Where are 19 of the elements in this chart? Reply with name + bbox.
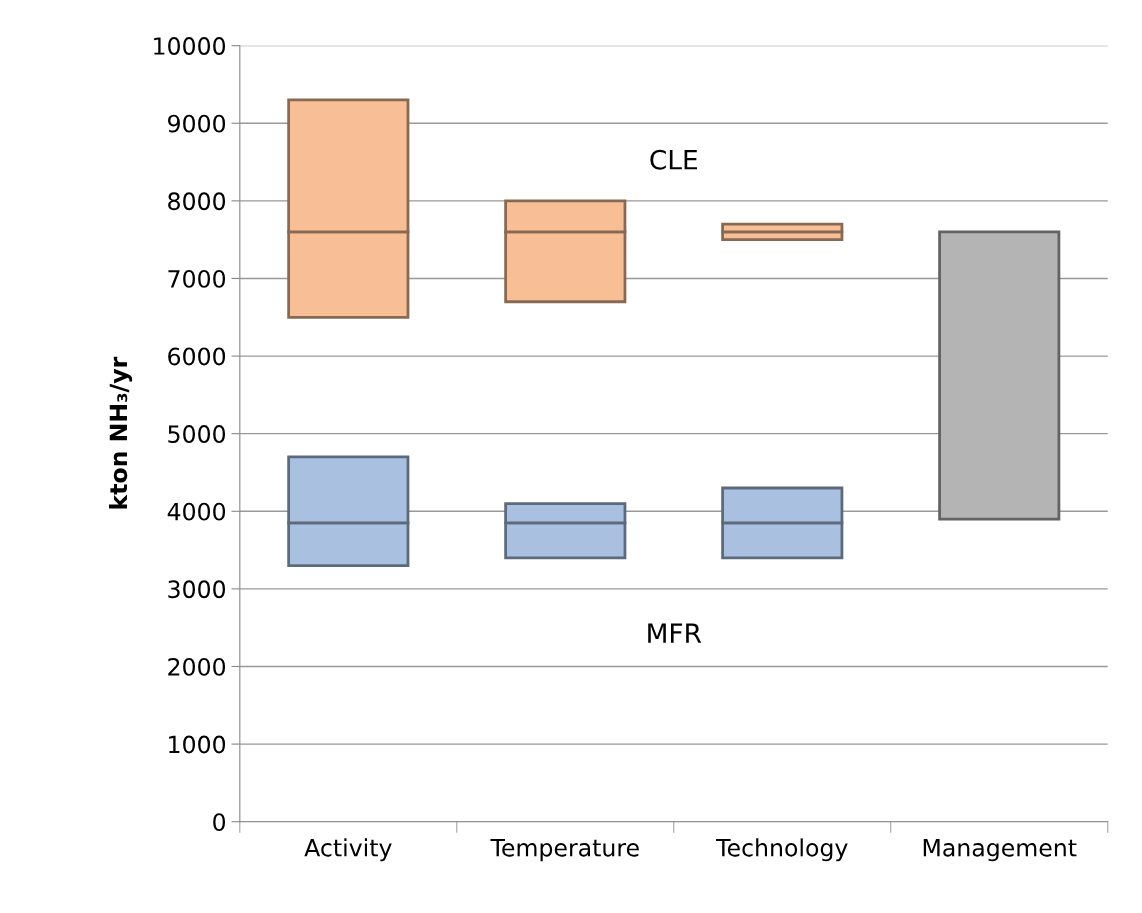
- y-axis-title: kton NH₃/yr: [109, 356, 133, 509]
- x-tick-label: Management: [923, 839, 1077, 862]
- bar: [938, 230, 1061, 521]
- y-tick-label: 0: [213, 813, 226, 832]
- annotation: CLE: [650, 149, 697, 170]
- y-tick-label: 8000: [168, 192, 226, 211]
- y-tick-label: 2000: [168, 657, 226, 676]
- x-tick-label: Temperature: [490, 839, 639, 862]
- y-tick-label: 3000: [168, 580, 226, 599]
- x-tick-label: Technology: [716, 838, 848, 862]
- y-tick-label: 5000: [168, 425, 226, 443]
- annotation: MFR: [648, 623, 702, 643]
- y-tick-label: 10000: [154, 37, 226, 55]
- y-tick-label: 6000: [168, 347, 226, 366]
- y-tick-label: 1000: [169, 735, 226, 754]
- y-tick-label: 7000: [168, 269, 226, 288]
- x-tick-label: Activity: [304, 838, 392, 862]
- y-tick-label: 9000: [168, 114, 226, 133]
- y-tick-label: 4000: [167, 502, 226, 521]
